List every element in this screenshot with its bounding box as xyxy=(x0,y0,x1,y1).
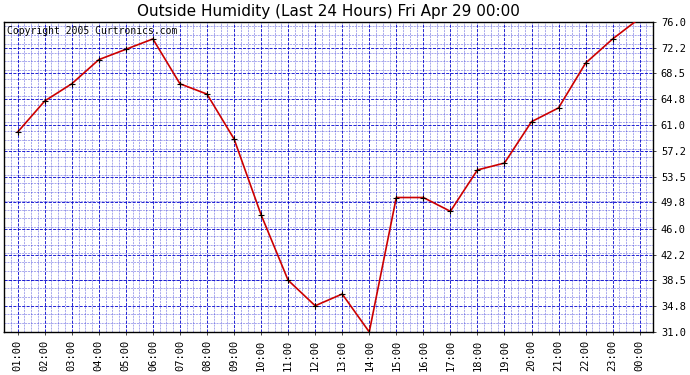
Text: Copyright 2005 Curtronics.com: Copyright 2005 Curtronics.com xyxy=(8,26,178,36)
Title: Outside Humidity (Last 24 Hours) Fri Apr 29 00:00: Outside Humidity (Last 24 Hours) Fri Apr… xyxy=(137,4,520,19)
